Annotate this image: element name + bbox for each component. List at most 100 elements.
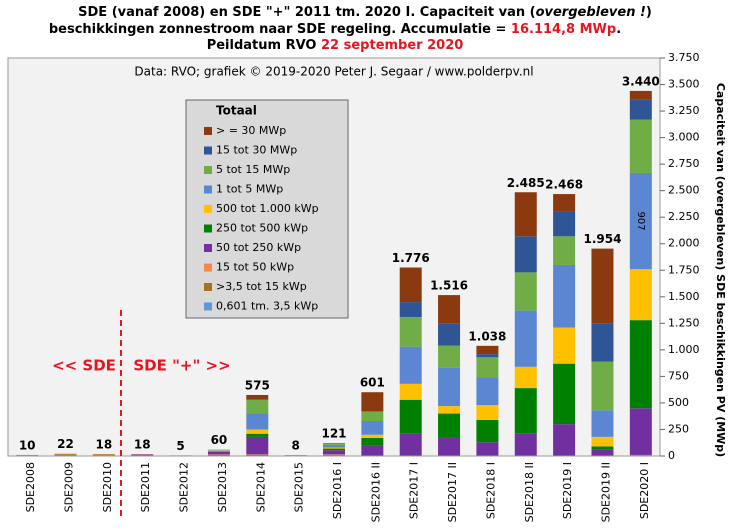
source-note: Data: RVO; grafiek © 2019-2020 Peter J. … bbox=[134, 65, 533, 79]
y-tick-label: 3.250 bbox=[668, 104, 700, 117]
bar-segment bbox=[207, 454, 230, 456]
x-tick-label: SDE2017 I bbox=[408, 462, 421, 519]
bar-segment bbox=[361, 392, 384, 412]
bar-segment bbox=[629, 99, 652, 120]
total-label: 1.516 bbox=[430, 279, 468, 293]
bar-segment bbox=[399, 433, 422, 456]
bar-segment bbox=[553, 211, 576, 237]
bar-segment bbox=[438, 413, 461, 438]
bar-segment bbox=[246, 413, 269, 430]
bar-segment bbox=[514, 366, 537, 389]
bar-segment bbox=[92, 455, 115, 456]
bar-segment bbox=[476, 354, 499, 358]
bar-segment bbox=[591, 361, 614, 411]
bar-segment bbox=[246, 454, 269, 456]
x-tick-label: SDE2019 I bbox=[561, 462, 574, 519]
x-tick-label: SDE2010 bbox=[101, 462, 114, 512]
data-label: 907 bbox=[635, 212, 646, 231]
x-tick-label: SDE2009 bbox=[63, 462, 76, 512]
x-tick-label: SDE2020 I bbox=[638, 462, 651, 519]
y-tick-label: 0 bbox=[668, 449, 675, 462]
bar-segment bbox=[591, 436, 614, 447]
total-label: 5 bbox=[176, 439, 184, 453]
bar-segment bbox=[553, 424, 576, 456]
x-tick-label: SDE2018 I bbox=[484, 462, 497, 519]
y-tick-label: 1.000 bbox=[668, 343, 700, 356]
x-tick-label: SDE2011 bbox=[139, 462, 152, 512]
legend-label: 15 tot 50 kWp bbox=[216, 261, 294, 274]
x-tick-label: SDE2012 bbox=[178, 462, 191, 512]
bar-segment bbox=[438, 367, 461, 407]
legend-swatch bbox=[204, 224, 212, 233]
legend-swatch bbox=[204, 283, 212, 291]
bar-segment bbox=[438, 437, 461, 456]
total-label: 575 bbox=[245, 378, 270, 392]
x-tick-label: SDE2014 bbox=[254, 462, 267, 512]
y-tick-label: 2.000 bbox=[668, 237, 700, 250]
legend-swatch bbox=[204, 185, 212, 194]
bar-segment bbox=[399, 267, 422, 303]
title-part: Peildatum RVO bbox=[207, 38, 321, 53]
legend-label: 5 tot 15 MWp bbox=[216, 163, 290, 176]
annotation: SDE "+" >> bbox=[133, 357, 230, 375]
y-tick-label: 3.750 bbox=[668, 51, 700, 64]
legend-label: >3,5 tot 15 kWp bbox=[216, 280, 307, 293]
title-part: beschikkingen zonnestroom naar SDE regel… bbox=[49, 22, 511, 37]
x-tick-label: SDE2016 II bbox=[369, 462, 382, 522]
total-label: 2.468 bbox=[545, 178, 583, 192]
bar-segment bbox=[361, 411, 384, 421]
legend-swatch bbox=[204, 263, 212, 272]
bar-segment bbox=[207, 450, 230, 451]
bar-segment bbox=[629, 320, 652, 409]
bar-segment bbox=[591, 323, 614, 362]
bar-segment bbox=[476, 405, 499, 420]
bar-segment bbox=[399, 316, 422, 347]
bar-segment bbox=[629, 454, 652, 456]
total-label: 10 bbox=[19, 438, 36, 452]
bar-segment bbox=[323, 448, 345, 451]
bar-segment bbox=[246, 429, 269, 434]
total-label: 60 bbox=[211, 433, 228, 447]
legend-label: > = 30 MWp bbox=[216, 124, 286, 137]
bar-segment bbox=[323, 447, 345, 449]
bar-segment bbox=[54, 454, 77, 456]
y-tick-label: 1.750 bbox=[668, 263, 700, 276]
bar-segment bbox=[514, 433, 537, 456]
bar-segment bbox=[438, 345, 461, 368]
bar-segment bbox=[591, 410, 614, 437]
bar-segment bbox=[438, 295, 461, 324]
bar-segment bbox=[323, 443, 345, 444]
legend-label: 0,601 tm. 3,5 kWp bbox=[216, 300, 318, 313]
y-tick-label: 1.250 bbox=[668, 316, 700, 329]
bar-segment bbox=[246, 455, 269, 456]
title-part: 22 september 2020 bbox=[321, 38, 463, 53]
bar-segment bbox=[629, 119, 652, 173]
title-part: . bbox=[616, 22, 621, 37]
x-tick-label: SDE2008 bbox=[24, 462, 37, 512]
legend-label: 1 tot 5 MWp bbox=[216, 183, 283, 196]
bar-segment bbox=[207, 454, 230, 455]
bar-segment bbox=[629, 90, 652, 100]
bar-segment bbox=[399, 346, 422, 384]
bar-segment bbox=[399, 302, 422, 317]
legend-swatch bbox=[204, 244, 212, 252]
total-label: 18 bbox=[96, 438, 113, 452]
y-tick-label: 1.500 bbox=[668, 290, 700, 303]
y-tick-label: 2.750 bbox=[668, 157, 700, 170]
bar-segment bbox=[514, 236, 537, 273]
bar-segment bbox=[131, 455, 154, 456]
y-tick-label: 2.250 bbox=[668, 210, 700, 223]
y-tick-label: 250 bbox=[668, 422, 689, 435]
bar-segment bbox=[553, 264, 576, 328]
y-tick-label: 750 bbox=[668, 369, 689, 382]
x-tick-label: SDE2015 bbox=[293, 462, 306, 512]
total-label: 8 bbox=[291, 439, 299, 453]
bar-segment bbox=[514, 192, 537, 237]
x-tick-label: SDE2018 II bbox=[523, 462, 536, 522]
y-axis-label: Capaciteit van (overgebleven) SDE beschi… bbox=[714, 83, 727, 457]
total-label: 3.440 bbox=[622, 74, 660, 88]
y-tick-label: 3.500 bbox=[668, 78, 700, 91]
legend-label: 250 tot 500 kWp bbox=[216, 222, 308, 235]
bar-segment bbox=[361, 445, 384, 456]
